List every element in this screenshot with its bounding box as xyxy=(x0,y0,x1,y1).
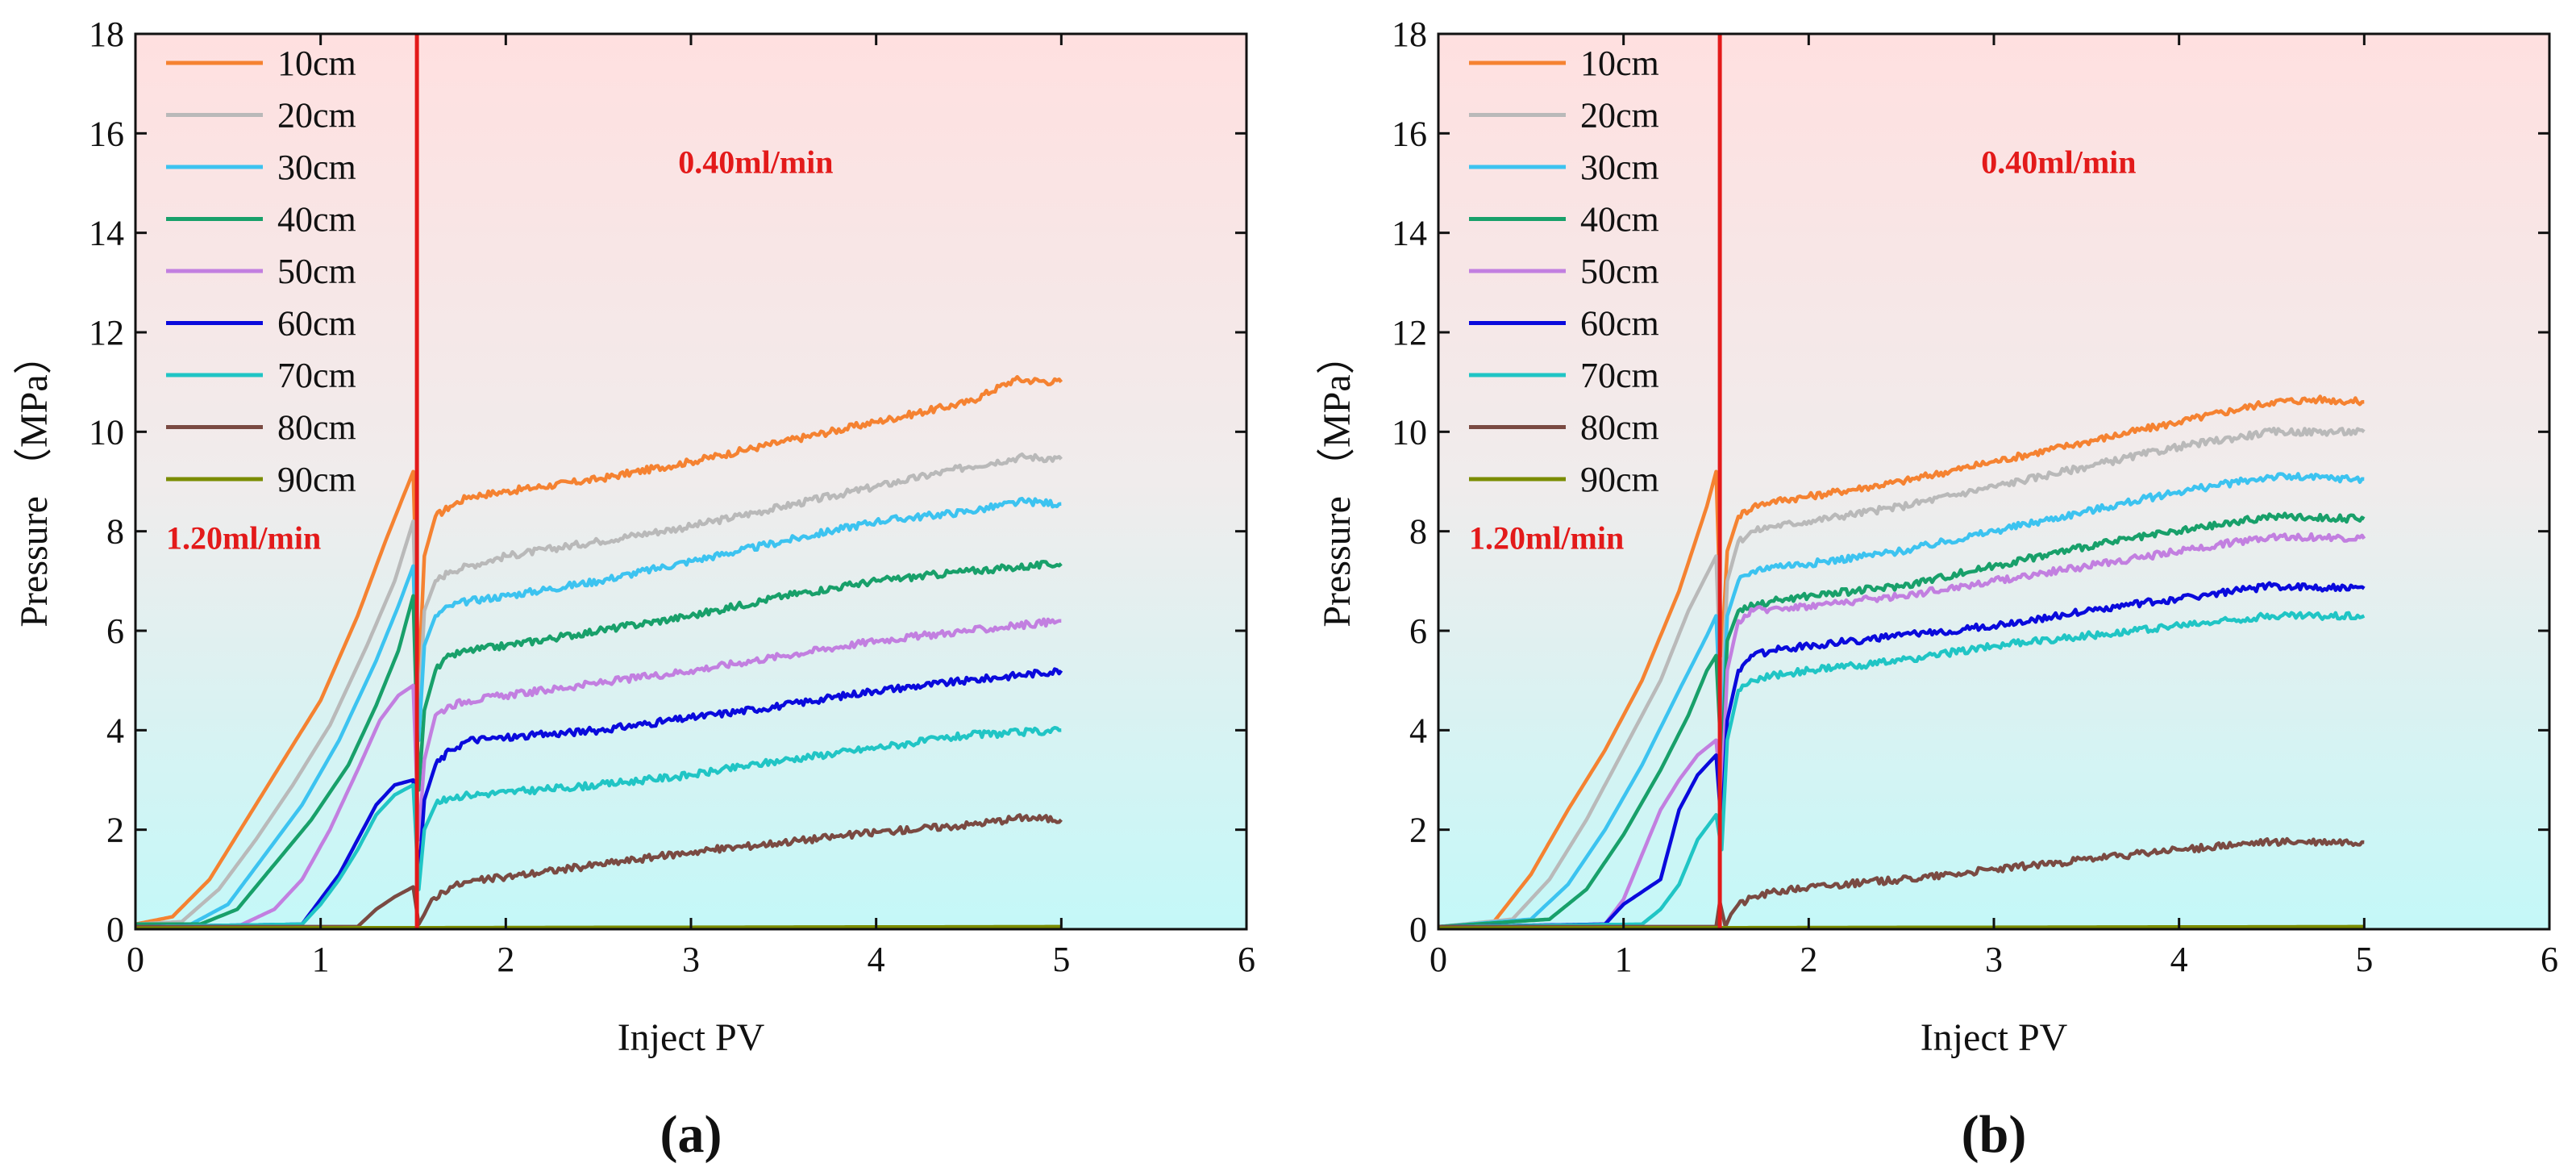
plot-background xyxy=(1438,34,2549,929)
legend-label-50cm: 50cm xyxy=(277,252,356,291)
x-tick-label: 4 xyxy=(868,940,885,979)
legend-label-40cm: 40cm xyxy=(277,200,356,240)
legend-label-50cm: 50cm xyxy=(1580,252,1659,291)
y-tick-label: 10 xyxy=(1392,412,1427,452)
y-tick-label: 12 xyxy=(1392,313,1427,352)
rate-annotation-low: 1.20ml/min xyxy=(166,519,321,556)
y-tick-label: 12 xyxy=(89,313,124,352)
y-tick-label: 14 xyxy=(1392,214,1427,253)
y-tick-label: 8 xyxy=(106,512,124,552)
rate-annotation-low: 1.20ml/min xyxy=(1469,519,1624,556)
y-tick-label: 0 xyxy=(106,910,124,949)
y-tick-label: 18 xyxy=(1392,15,1427,54)
series-line-30cm xyxy=(135,496,1062,927)
series-line-20cm xyxy=(1438,426,2366,929)
legend-label-40cm: 40cm xyxy=(1580,200,1659,240)
legend-label-80cm: 80cm xyxy=(1580,408,1659,448)
y-tick-label: 8 xyxy=(1409,512,1427,552)
y-axis-title: Pressure （MPa） xyxy=(13,336,56,627)
y-tick-label: 18 xyxy=(89,15,124,54)
x-tick-label: 3 xyxy=(1985,940,2003,979)
y-tick-label: 6 xyxy=(1409,611,1427,651)
series-line-10cm xyxy=(135,374,1063,927)
legend-label-90cm: 90cm xyxy=(277,460,356,499)
rate-annotation-high: 0.40ml/min xyxy=(1981,144,2136,181)
legend-label-20cm: 20cm xyxy=(277,96,356,136)
y-tick-label: 16 xyxy=(1392,114,1427,153)
rate-annotation-high: 0.40ml/min xyxy=(678,144,833,181)
series-line-50cm xyxy=(135,617,1062,929)
panel-label: (b) xyxy=(1962,1105,2027,1164)
x-tick-label: 2 xyxy=(497,940,514,979)
legend-label-70cm: 70cm xyxy=(1580,356,1659,395)
x-tick-label: 0 xyxy=(1429,940,1447,979)
x-tick-label: 5 xyxy=(2355,940,2373,979)
y-tick-label: 14 xyxy=(89,214,124,253)
x-tick-label: 6 xyxy=(2541,940,2558,979)
legend-label-30cm: 30cm xyxy=(1580,148,1659,187)
legend-label-20cm: 20cm xyxy=(1580,96,1659,136)
series-line-40cm xyxy=(1438,511,2366,929)
legend-label-80cm: 80cm xyxy=(277,408,356,448)
panel-label: (a) xyxy=(660,1105,722,1164)
x-tick-label: 1 xyxy=(1615,940,1633,979)
y-tick-label: 2 xyxy=(1409,811,1427,850)
y-tick-label: 10 xyxy=(89,412,124,452)
x-tick-label: 3 xyxy=(682,940,700,979)
plot-background xyxy=(135,34,1246,929)
y-tick-label: 4 xyxy=(106,711,124,750)
y-axis-title: Pressure （MPa） xyxy=(1316,336,1359,627)
x-tick-label: 5 xyxy=(1052,940,1070,979)
legend-label-60cm: 60cm xyxy=(277,304,356,344)
legend-label-70cm: 70cm xyxy=(277,356,356,395)
x-axis-title: Inject PV xyxy=(1921,1016,2068,1059)
x-tick-label: 6 xyxy=(1238,940,1255,979)
series-line-70cm xyxy=(1438,611,2366,929)
y-tick-label: 16 xyxy=(89,114,124,153)
series-line-10cm xyxy=(1438,394,2365,929)
series-line-40cm xyxy=(135,560,1063,927)
x-tick-label: 1 xyxy=(312,940,330,979)
x-tick-label: 0 xyxy=(127,940,144,979)
legend-label-10cm: 10cm xyxy=(277,44,356,83)
y-tick-label: 4 xyxy=(1409,711,1427,750)
series-line-20cm xyxy=(135,452,1063,927)
x-axis-title: Inject PV xyxy=(618,1016,765,1059)
y-tick-label: 0 xyxy=(1409,910,1427,949)
legend-label-60cm: 60cm xyxy=(1580,304,1659,344)
series-line-30cm xyxy=(1438,472,2365,929)
series-line-70cm xyxy=(135,725,1062,929)
x-tick-label: 2 xyxy=(1800,940,1817,979)
y-tick-label: 2 xyxy=(106,811,124,850)
legend-label-90cm: 90cm xyxy=(1580,460,1659,499)
legend-label-30cm: 30cm xyxy=(277,148,356,187)
x-tick-label: 4 xyxy=(2170,940,2188,979)
y-tick-label: 6 xyxy=(106,611,124,651)
legend-label-10cm: 10cm xyxy=(1580,44,1659,83)
